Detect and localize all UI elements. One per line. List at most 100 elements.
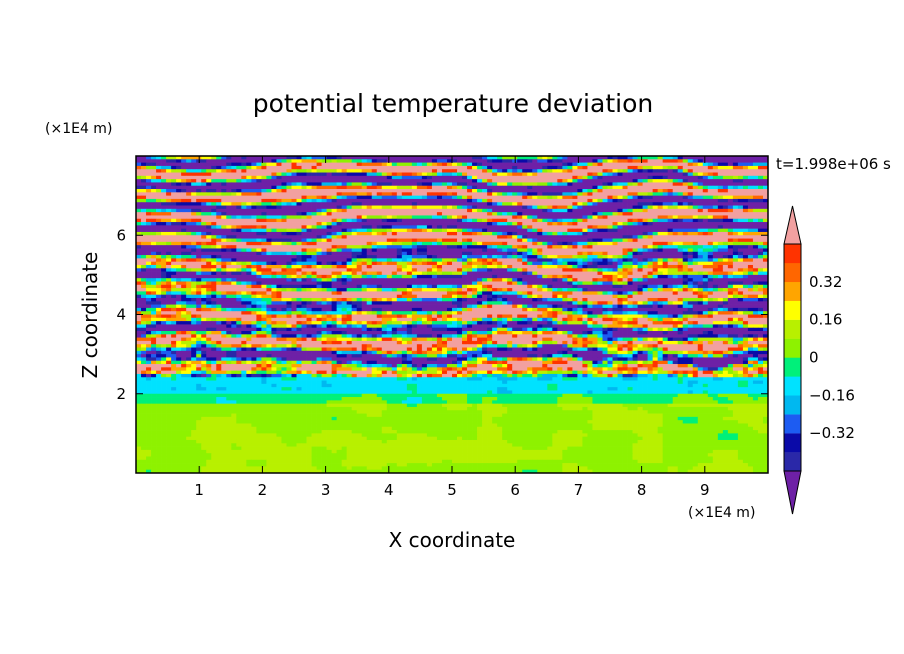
heatmap-cell — [707, 189, 714, 193]
heatmap-cell — [657, 258, 664, 263]
heatmap-cell — [301, 212, 307, 216]
heatmap-cell — [181, 238, 187, 243]
heatmap-cell — [361, 235, 368, 239]
heatmap-cell — [441, 278, 448, 282]
heatmap-cell — [647, 278, 653, 282]
heatmap-cell — [446, 255, 453, 259]
heatmap-cell — [722, 169, 729, 173]
heatmap-cell — [617, 228, 623, 233]
heatmap-cell — [567, 162, 573, 167]
heatmap-cell — [151, 195, 157, 200]
heatmap-cell — [266, 159, 272, 163]
heatmap-cell — [276, 222, 282, 226]
heatmap-cell — [291, 241, 297, 246]
heatmap-cell — [376, 165, 383, 170]
heatmap-cell — [201, 278, 207, 282]
heatmap-cell — [191, 205, 197, 210]
heatmap-cell — [492, 228, 498, 233]
heatmap-cell — [572, 185, 578, 190]
heatmap-cell — [612, 202, 618, 206]
heatmap-cell — [532, 278, 538, 282]
heatmap-cell — [426, 231, 433, 236]
heatmap-cell — [331, 218, 337, 223]
heatmap-cell — [472, 235, 478, 239]
heatmap-cell — [762, 159, 769, 163]
heatmap-cell — [687, 162, 694, 167]
heatmap-cell — [652, 182, 658, 187]
heatmap-cell — [742, 258, 749, 263]
heatmap-cell — [181, 175, 187, 180]
heatmap-cell — [677, 248, 684, 253]
heatmap-cell — [577, 175, 583, 180]
heatmap-cell — [537, 198, 543, 203]
heatmap-cell — [542, 182, 548, 187]
heatmap-cell — [647, 212, 653, 216]
heatmap-cell — [742, 228, 749, 233]
heatmap-cell — [226, 248, 232, 253]
heatmap-cell — [457, 169, 463, 173]
heatmap-cell — [697, 195, 704, 200]
heatmap-cell — [572, 238, 578, 243]
heatmap-cell — [161, 258, 167, 263]
heatmap-cell — [401, 261, 408, 266]
heatmap-cell — [497, 202, 503, 206]
heatmap-cell — [507, 175, 513, 180]
heatmap-cell — [697, 231, 704, 236]
heatmap-cell — [346, 271, 353, 276]
heatmap-cell — [216, 284, 222, 289]
heatmap-cell — [607, 241, 613, 246]
heatmap-cell — [171, 198, 177, 203]
heatmap-cell — [692, 185, 699, 190]
heatmap-cell — [166, 245, 172, 249]
heatmap-cell — [396, 271, 403, 276]
heatmap-cell — [737, 228, 744, 233]
heatmap-cell — [577, 192, 583, 196]
heatmap-cell — [191, 251, 197, 256]
heatmap-cell — [166, 261, 172, 266]
heatmap-cell — [527, 228, 533, 233]
heatmap-cell — [712, 225, 719, 229]
heatmap-cell — [687, 179, 694, 183]
heatmap-cell — [336, 165, 342, 170]
heatmap-cell — [306, 182, 312, 187]
heatmap-cell — [446, 189, 453, 193]
heatmap-cell — [732, 238, 739, 243]
heatmap-cell — [146, 271, 152, 276]
heatmap-cell — [276, 225, 282, 229]
heatmap-cell — [206, 278, 212, 282]
heatmap-cell — [331, 245, 337, 249]
heatmap-cell — [276, 241, 282, 246]
heatmap-cell — [512, 281, 518, 286]
heatmap-cell — [572, 165, 578, 170]
heatmap-cell — [431, 218, 438, 223]
heatmap-cell — [732, 198, 739, 203]
heatmap-cell — [201, 255, 207, 259]
heatmap-cell — [617, 205, 623, 210]
heatmap-cell — [697, 165, 704, 170]
heatmap-cell — [286, 228, 292, 233]
heatmap-cell — [477, 208, 483, 213]
heatmap-cell — [732, 165, 739, 170]
heatmap-cell — [241, 268, 247, 272]
heatmap-cell — [171, 241, 177, 246]
heatmap-cell — [371, 281, 378, 286]
heatmap-cell — [757, 169, 764, 173]
heatmap-cell — [271, 278, 277, 282]
heatmap-cell — [256, 274, 262, 279]
heatmap-cell — [196, 255, 202, 259]
heatmap-cell — [206, 268, 212, 272]
heatmap-cell — [522, 225, 528, 229]
heatmap-cell — [617, 281, 623, 286]
heatmap-cell — [517, 165, 523, 170]
heatmap-cell — [281, 202, 287, 206]
heatmap-cell — [687, 175, 694, 180]
heatmap-cell — [361, 255, 368, 259]
heatmap-cell — [677, 238, 684, 243]
heatmap-cell — [542, 241, 548, 246]
heatmap-cell — [181, 195, 187, 200]
heatmap-cell — [206, 198, 212, 203]
heatmap-cell — [652, 195, 658, 200]
heatmap-cell — [216, 241, 222, 246]
heatmap-cell — [201, 258, 207, 263]
heatmap-cell — [171, 175, 177, 180]
